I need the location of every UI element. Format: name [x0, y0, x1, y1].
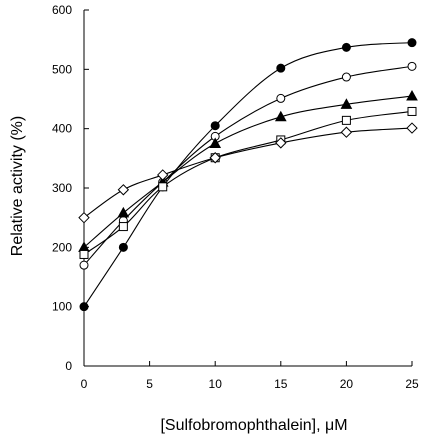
data-point: [78, 211, 90, 224]
data-point: [407, 106, 417, 116]
data-point: [341, 115, 351, 125]
x-tick-label: 0: [81, 377, 88, 391]
data-point: [341, 42, 351, 52]
data-point: [276, 63, 286, 73]
data-point: [157, 169, 169, 181]
x-tick-label: 25: [405, 377, 419, 391]
chart-ticks: 0 100 200 300 400 500 600 0 5 10 15 20 25: [52, 3, 419, 391]
data-point: [340, 126, 353, 138]
y-tick-label: 200: [52, 240, 72, 254]
chart-series: [78, 38, 418, 312]
data-point: [117, 184, 130, 196]
chart-axes: [83, 10, 412, 367]
y-tick-label: 400: [52, 122, 72, 136]
series-line: [83, 110, 413, 255]
series-open-diamond: [78, 122, 418, 224]
data-point: [341, 72, 351, 82]
data-point: [276, 93, 286, 103]
data-point: [406, 122, 418, 134]
data-point: [118, 222, 128, 232]
data-point: [210, 121, 220, 131]
x-tick-label: 5: [146, 377, 153, 391]
data-point: [117, 206, 130, 218]
data-point: [79, 249, 89, 259]
y-axis-title: Relative activity (%): [9, 116, 26, 256]
x-tick-label: 15: [274, 377, 288, 391]
data-point: [209, 137, 222, 148]
series-line: [83, 95, 413, 248]
x-axis-title: [Sulfobromophthalein], μM: [160, 417, 347, 434]
y-tick-label: 600: [52, 3, 72, 17]
series-line: [83, 65, 413, 266]
x-tick-label: 10: [209, 377, 223, 391]
data-point: [274, 110, 287, 122]
y-tick-label: 500: [52, 62, 72, 76]
data-point: [340, 98, 353, 109]
data-point: [79, 260, 89, 270]
y-tick-label: 300: [52, 181, 72, 195]
data-point: [118, 242, 128, 252]
data-point: [407, 38, 417, 48]
data-point: [209, 152, 221, 164]
data-point: [79, 302, 89, 312]
data-point: [275, 137, 287, 149]
y-tick-label: 0: [65, 359, 72, 373]
x-tick-label: 20: [340, 377, 354, 391]
data-point: [158, 182, 168, 192]
data-point: [407, 61, 417, 71]
series-filled-circle: [79, 38, 417, 312]
data-point: [406, 90, 418, 101]
y-tick-label: 100: [52, 300, 72, 314]
series-line: [83, 42, 413, 307]
